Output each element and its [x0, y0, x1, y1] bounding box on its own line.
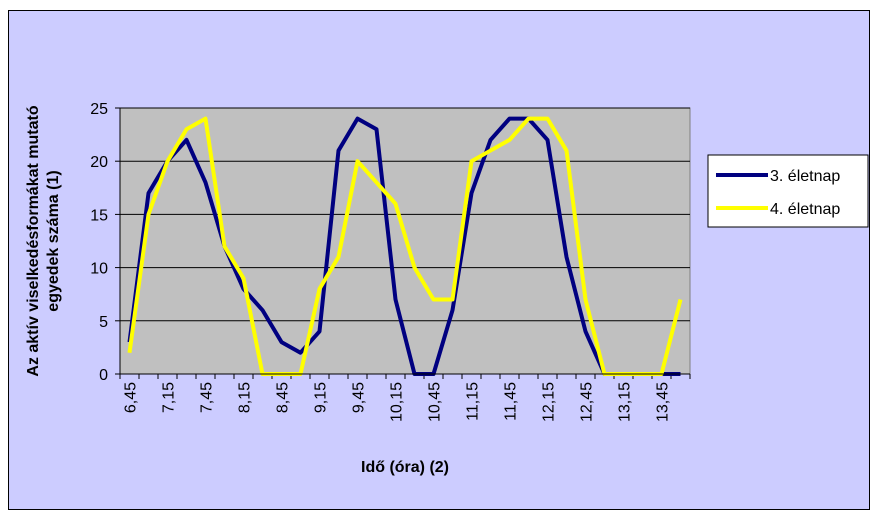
x-tick-label: 7,45 — [199, 382, 216, 413]
legend-box — [707, 154, 869, 228]
y-axis-ticks: 0 5 10 15 20 25 — [90, 101, 120, 384]
gridlines — [120, 107, 690, 322]
y-tick-label: 25 — [90, 101, 108, 118]
x-tick-label: 12,45 — [579, 382, 596, 422]
series-line-4-eletnap — [127, 116, 683, 376]
x-tick-label: 6,45 — [123, 382, 140, 413]
x-tick-label: 8,45 — [275, 382, 292, 413]
series-lines — [127, 116, 683, 376]
y-tick-label: 10 — [90, 261, 108, 278]
x-tick-label: 12,15 — [541, 382, 558, 422]
x-tick-label: 10,45 — [427, 382, 444, 422]
y-axis-title-line2: egyedek száma (1) — [45, 170, 62, 311]
y-axis-title: Az aktív viselkedésformákat mutató egyed… — [25, 105, 62, 376]
x-tick-label: 13,45 — [655, 382, 672, 422]
x-axis-ticks: 6,45 7,15 7,45 8,15 8,45 9,15 9,45 10,15 10,45 11… — [119, 374, 691, 422]
y-axis-title-line1: Az aktív viselkedésformákat mutató — [25, 105, 42, 376]
x-axis-title: Idő (óra) (2) — [361, 459, 449, 476]
legend-label-3-eletnap: 3. életnap — [770, 168, 840, 185]
x-tick-label: 11,15 — [465, 382, 482, 421]
legend: 3. életnap 4. életnap — [707, 154, 869, 228]
x-tick-label: 10,15 — [389, 382, 406, 422]
x-tick-label: 13,15 — [617, 382, 634, 422]
x-tick-label: 8,15 — [237, 382, 254, 413]
legend-label-4-eletnap: 4. életnap — [770, 201, 840, 218]
y-tick-label: 0 — [99, 367, 108, 384]
x-tick-label: 11,45 — [503, 382, 520, 421]
x-tick-label: 9,15 — [313, 382, 330, 413]
y-tick-label: 15 — [90, 207, 108, 224]
x-tick-label: 9,45 — [351, 382, 368, 413]
y-tick-label: 20 — [90, 154, 108, 171]
x-tick-label: 7,15 — [161, 382, 178, 413]
y-tick-label: 5 — [99, 314, 108, 331]
